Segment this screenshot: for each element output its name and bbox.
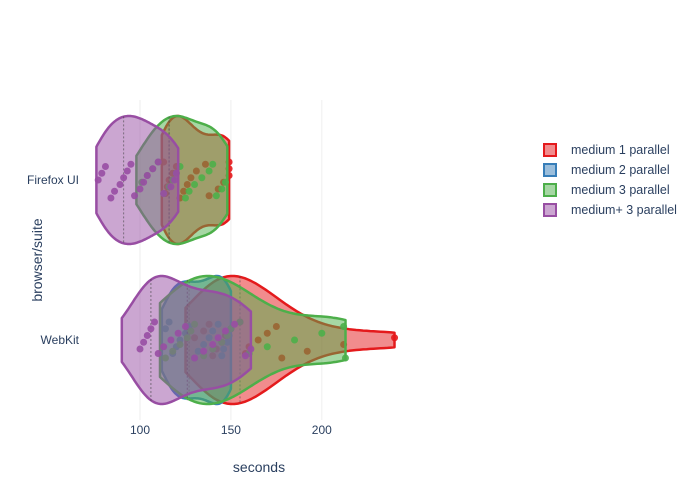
data-point <box>94 176 102 184</box>
data-point <box>209 160 217 168</box>
data-point <box>154 350 162 357</box>
data-point <box>151 318 159 326</box>
data-point <box>149 165 157 173</box>
data-point <box>181 323 189 330</box>
data-point <box>172 169 180 177</box>
data-point <box>247 345 255 353</box>
data-point <box>101 163 109 170</box>
data-point <box>174 329 182 337</box>
violin-3-0 <box>95 114 180 246</box>
x-tick-label: 100 <box>130 423 150 437</box>
data-point <box>191 354 199 362</box>
x-axis-title: seconds <box>233 459 285 475</box>
data-point <box>127 160 135 168</box>
data-point <box>241 352 249 360</box>
data-point <box>120 174 128 182</box>
data-point <box>131 192 139 200</box>
data-point <box>147 325 155 333</box>
legend-item[interactable]: medium 1 parallel <box>543 140 677 160</box>
data-point <box>181 194 189 202</box>
data-point <box>391 334 399 342</box>
data-point <box>140 178 148 186</box>
data-point <box>191 181 199 188</box>
data-point <box>167 336 175 344</box>
legend-label: medium 1 parallel <box>571 143 670 157</box>
legend-item[interactable]: medium 3 parallel <box>543 180 677 200</box>
legend-label: medium 2 parallel <box>571 163 670 177</box>
data-point <box>160 343 168 351</box>
y-tick-label: WebKit <box>41 333 80 347</box>
x-tick-label: 150 <box>221 423 241 437</box>
data-point <box>221 327 229 335</box>
data-point <box>154 158 162 166</box>
data-point <box>341 354 349 362</box>
data-point <box>143 172 151 179</box>
data-point <box>116 181 124 188</box>
legend-item[interactable]: medium 2 parallel <box>543 160 677 180</box>
data-point <box>340 323 348 330</box>
data-point <box>171 176 179 184</box>
y-axis-title: browser/suite <box>29 218 45 301</box>
data-point <box>231 320 239 328</box>
data-point <box>209 341 217 348</box>
legend-item[interactable]: medium+ 3 parallel <box>543 200 677 220</box>
data-point <box>218 185 226 193</box>
x-tick-label: 200 <box>312 423 332 437</box>
legend-label: medium+ 3 parallel <box>571 203 677 217</box>
data-point <box>214 334 222 342</box>
legend-label: medium 3 parallel <box>571 183 670 197</box>
data-point <box>136 345 144 353</box>
data-point <box>123 167 131 175</box>
data-point <box>185 187 193 195</box>
data-point <box>160 190 168 197</box>
data-point <box>167 183 175 191</box>
data-point <box>136 185 144 193</box>
y-tick-label: Firefox UI <box>27 173 79 187</box>
data-point <box>221 178 229 186</box>
legend-swatch <box>543 203 557 217</box>
violins <box>94 114 399 406</box>
data-point <box>212 192 220 200</box>
data-point <box>143 332 151 339</box>
data-point <box>200 347 208 355</box>
x-tick-labels: 100 150 200 <box>130 423 332 437</box>
data-point <box>318 329 326 337</box>
data-point <box>291 336 299 344</box>
legend-swatch <box>543 143 557 157</box>
legend: medium 1 parallel medium 2 parallel medium… <box>543 140 677 220</box>
legend-swatch <box>543 163 557 177</box>
legend-swatch <box>543 183 557 197</box>
violin-3-1 <box>120 274 253 406</box>
data-point <box>198 174 206 182</box>
y-tick-labels: Firefox UI WebKit <box>27 173 80 347</box>
data-point <box>205 167 213 175</box>
data-point <box>111 187 119 195</box>
data-point <box>98 169 106 177</box>
data-point <box>263 343 271 351</box>
data-point <box>107 194 115 202</box>
data-point <box>140 338 148 346</box>
